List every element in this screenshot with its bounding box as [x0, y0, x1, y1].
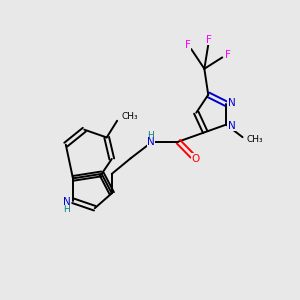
Text: H: H [148, 130, 154, 140]
Text: F: F [206, 34, 212, 44]
Text: N: N [62, 197, 70, 207]
Text: CH₃: CH₃ [122, 112, 138, 121]
Text: H: H [63, 205, 70, 214]
Text: N: N [147, 137, 155, 147]
Text: F: F [225, 50, 231, 60]
Text: N: N [228, 98, 236, 108]
Text: CH₃: CH₃ [247, 135, 263, 144]
Text: N: N [228, 121, 236, 130]
Text: O: O [192, 154, 200, 164]
Text: F: F [185, 40, 191, 50]
